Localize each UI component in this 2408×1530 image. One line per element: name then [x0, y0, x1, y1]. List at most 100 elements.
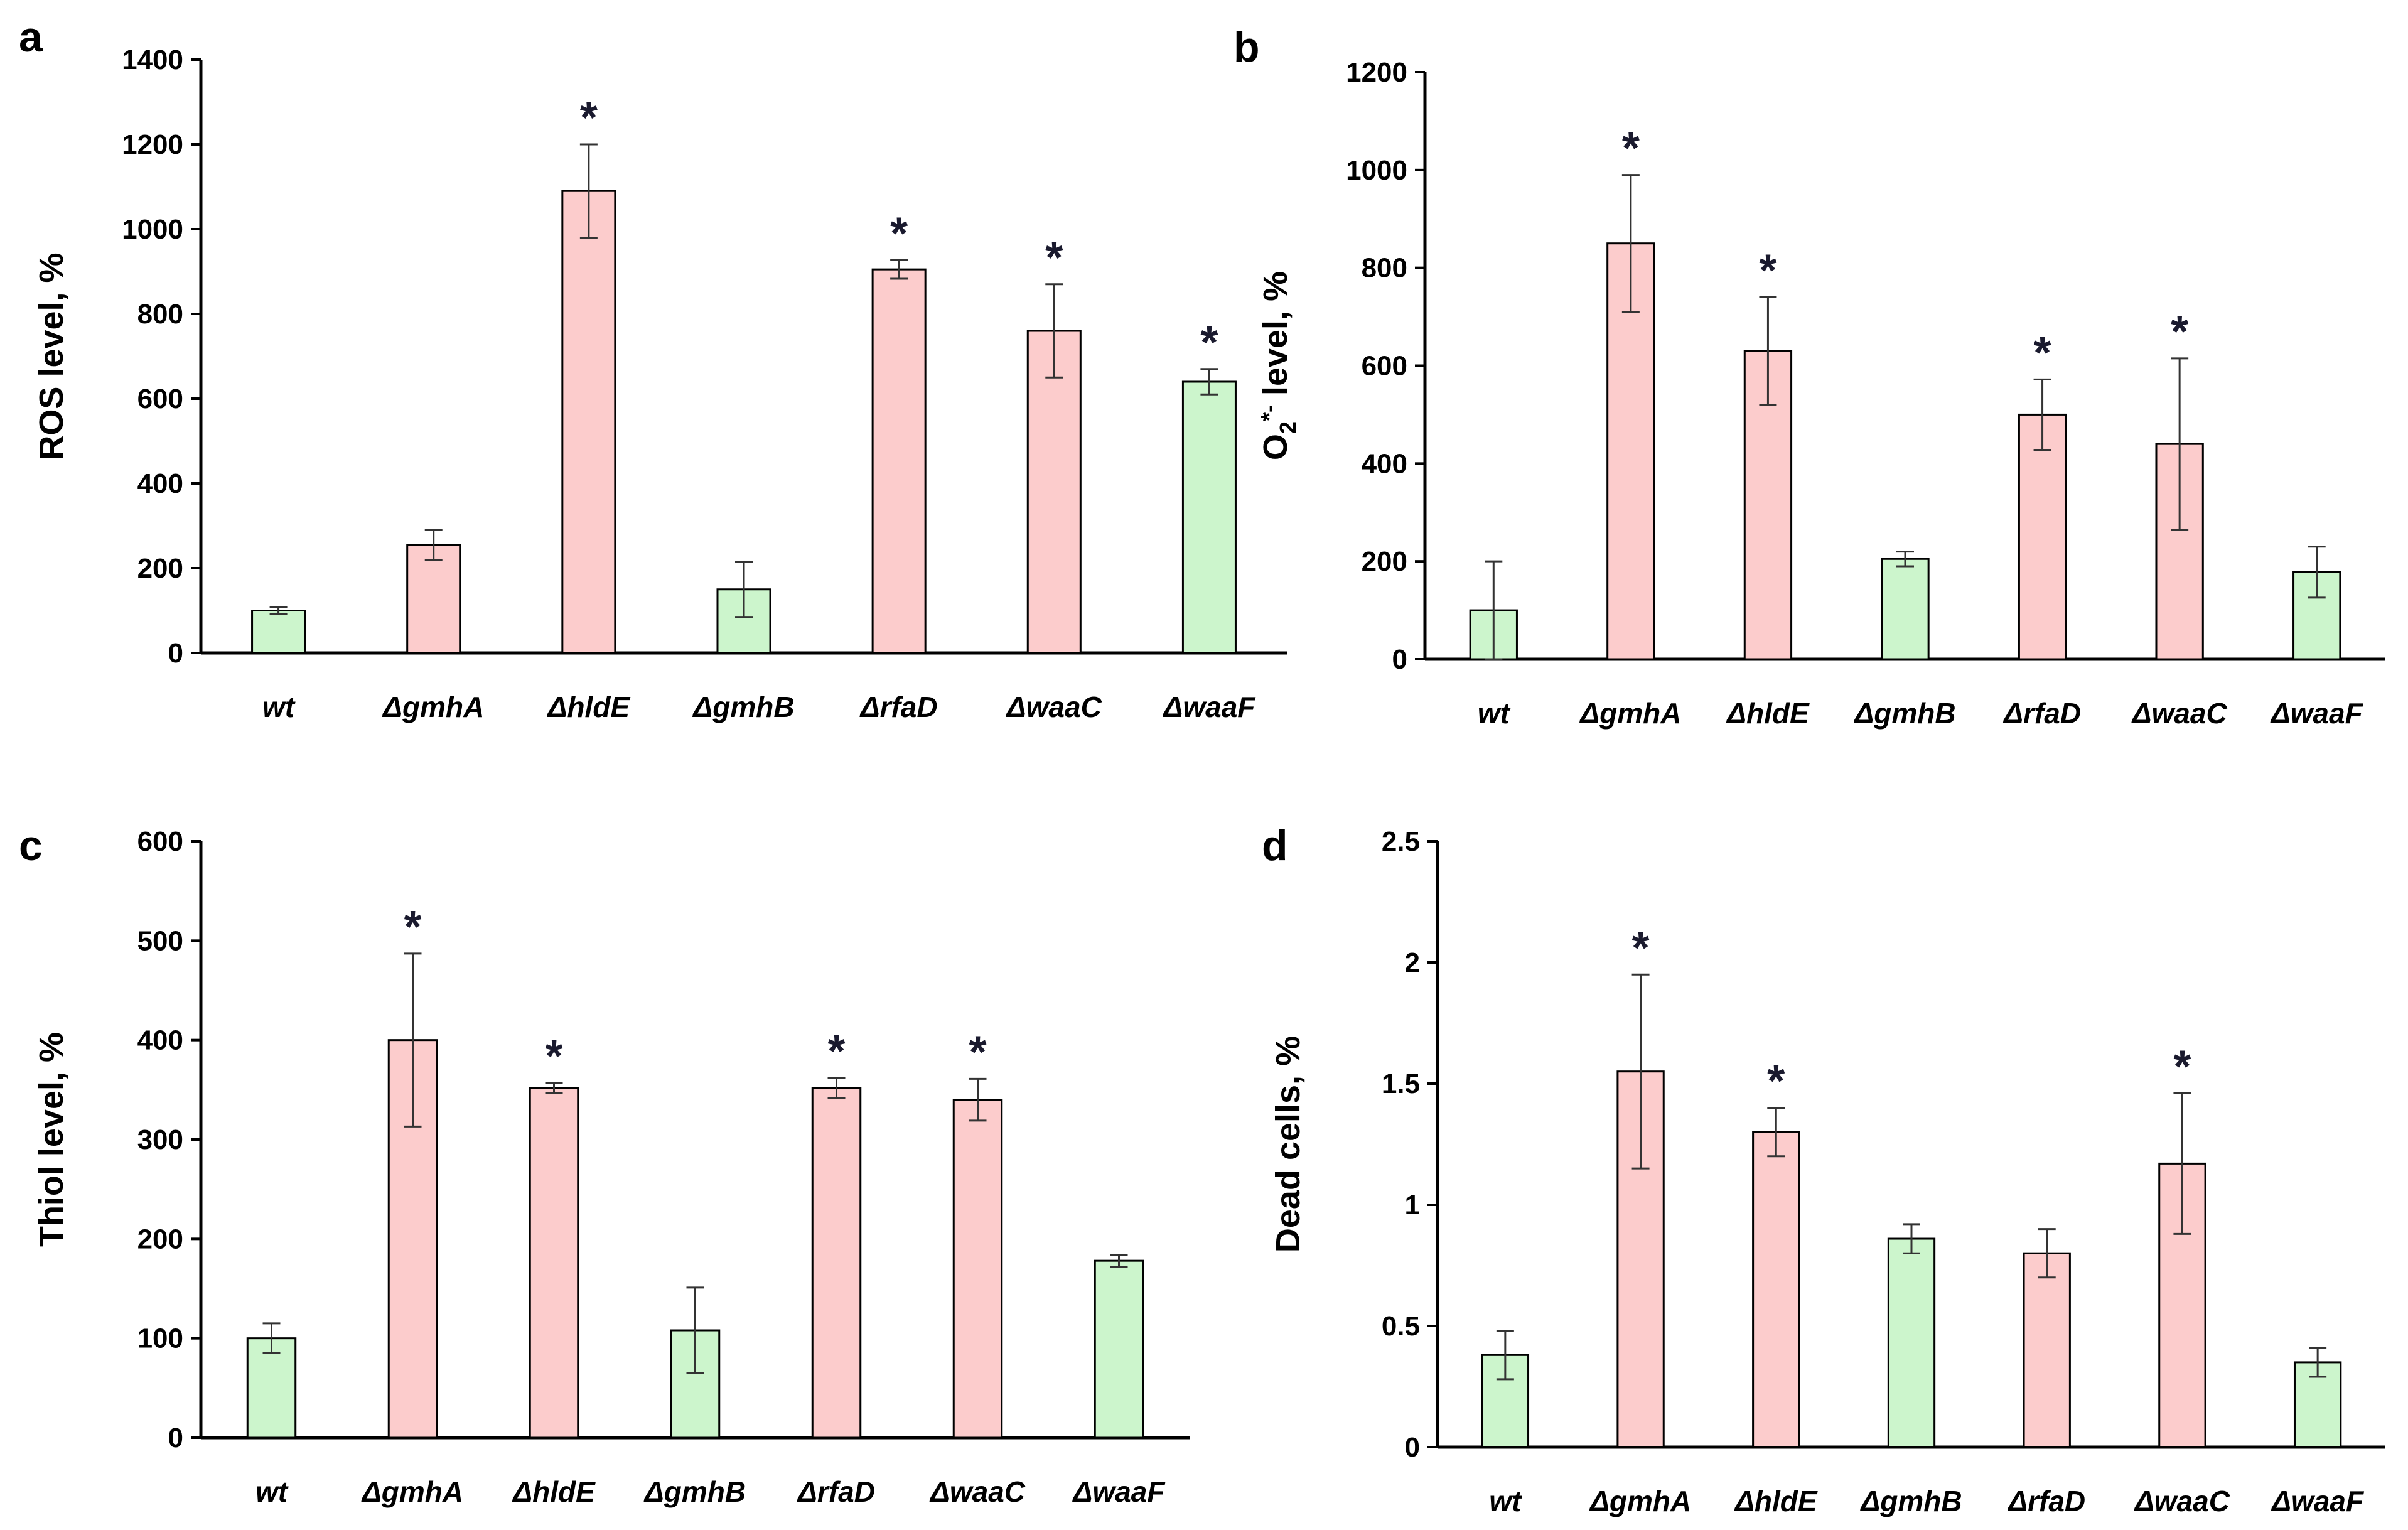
error-bar: [1485, 560, 1503, 660]
x-tick-label: ΔwaaC: [2131, 697, 2228, 730]
error-bar: [1903, 1223, 1920, 1254]
x-tick-label: ΔgmhA: [361, 1475, 463, 1508]
significance-star: *: [1622, 124, 1640, 174]
y-axis-title: O2*- level, %: [1256, 271, 1301, 460]
chart-a: 0 200 400 600 800 1000 1200 1400 wt ΔgmhA * ΔhldE Δg…: [33, 45, 1287, 723]
bar: [529, 1087, 579, 1439]
x-tick-label: ΔgmhB: [643, 1475, 746, 1508]
significance-star: *: [1200, 318, 1218, 368]
y-tick-label: 100: [137, 1323, 183, 1354]
x-tick-label: ΔwaaF: [1072, 1475, 1166, 1508]
y-tick-label: 600: [137, 826, 183, 857]
y-tick-label: 400: [1362, 448, 1407, 479]
bar: [406, 544, 461, 654]
y-tick-label: 200: [1362, 546, 1407, 577]
bar: [561, 190, 616, 654]
x-tick-label: ΔrfaD: [2007, 1485, 2085, 1517]
panel-b: b 0 200 400 600 800 1000 1200 wt * ΔgmhA * ΔhldE Δgm…: [1234, 23, 2385, 730]
x-tick-label: wt: [1478, 697, 1511, 730]
y-tick-label: 1200: [122, 129, 183, 160]
x-tick-label: ΔwaaC: [2134, 1485, 2230, 1517]
significance-star: *: [2034, 328, 2051, 378]
y-tick-label: 800: [137, 299, 183, 330]
y-tick-label: 1000: [122, 214, 183, 245]
error-bar: [579, 143, 598, 239]
x-tick-label: ΔwaaC: [929, 1475, 1026, 1508]
bar: [871, 268, 927, 654]
error-bar: [1110, 1254, 1128, 1268]
panel-c: c 0 100 200 300 400 500 600 wt * ΔgmhA * ΔhldE ΔgmhB…: [19, 822, 1190, 1508]
x-tick-label: ΔgmhA: [1579, 697, 1681, 730]
error-bar: [2308, 546, 2326, 599]
error-bar: [827, 1077, 846, 1099]
x-tick-label: ΔgmhB: [1853, 697, 1955, 730]
y-tick-label: 2: [1405, 947, 1420, 978]
y-tick-label: 500: [137, 925, 183, 956]
error-bar: [269, 606, 288, 615]
x-tick-label: ΔhldE: [1734, 1485, 1818, 1517]
x-tick-label: ΔwaaF: [2270, 697, 2364, 730]
chart-c: 0 100 200 300 400 500 600 wt * ΔgmhA * ΔhldE ΔgmhB * Δ…: [33, 826, 1190, 1508]
error-bar: [2033, 378, 2051, 451]
error-bar: [262, 1322, 281, 1354]
error-bar: [2309, 1347, 2327, 1378]
x-tick-label: wt: [255, 1475, 289, 1508]
y-tick-label: 600: [137, 384, 183, 414]
error-bar: [1621, 174, 1640, 313]
error-bar: [1496, 1330, 1514, 1381]
error-bar: [1759, 296, 1777, 406]
significance-star: *: [1759, 245, 1776, 296]
error-bar: [2171, 357, 2189, 531]
y-tick-label: 1.5: [1382, 1069, 1420, 1099]
y-tick-label: 800: [1362, 253, 1407, 284]
x-tick-label: ΔrfaD: [797, 1475, 875, 1508]
error-bar: [969, 1077, 987, 1122]
error-bar: [1896, 551, 1914, 568]
chart-b: 0 200 400 600 800 1000 1200 wt * ΔgmhA * ΔhldE ΔgmhB…: [1256, 57, 2385, 730]
panel-d: d 0 0.5 1 1.5 2 2.5 wt * ΔgmhA * ΔhldE ΔgmhB ΔrfaD * Δ…: [1262, 822, 2385, 1517]
bar: [1752, 1131, 1800, 1448]
y-axis-title: ROS level, %: [33, 252, 70, 460]
significance-star: *: [1045, 233, 1063, 283]
error-bar: [1200, 368, 1218, 396]
x-tick-label: ΔgmhA: [1589, 1485, 1691, 1517]
y-tick-label: 1400: [122, 45, 183, 75]
bar: [2018, 413, 2067, 660]
panel-a-letter: a: [19, 13, 43, 61]
x-tick-label: ΔgmhB: [1859, 1485, 1962, 1517]
bar: [1881, 558, 1930, 660]
error-bar: [686, 1286, 704, 1374]
y-tick-label: 0: [1405, 1432, 1420, 1463]
y-tick-label: 2.5: [1382, 826, 1420, 857]
x-tick-label: ΔgmhB: [692, 691, 794, 723]
error-bar: [545, 1082, 563, 1094]
x-tick-label: ΔgmhA: [382, 691, 484, 723]
significance-star: *: [545, 1032, 562, 1082]
y-tick-label: 400: [137, 1025, 183, 1056]
y-tick-label: 300: [137, 1124, 183, 1155]
panel-b-letter: b: [1234, 23, 1260, 71]
y-tick-label: 0: [168, 638, 183, 669]
y-tick-label: 400: [137, 468, 183, 499]
panel-a: a 0 200 400 600 800 1000 1200 1400 wt ΔgmhA * ΔhldE…: [19, 13, 1287, 723]
panel-c-letter: c: [19, 822, 43, 870]
y-tick-label: 1000: [1346, 155, 1407, 186]
significance-star: *: [1632, 923, 1650, 973]
chart-d: 0 0.5 1 1.5 2 2.5 wt * ΔgmhA * ΔhldE ΔgmhB ΔrfaD * Δwa…: [1269, 826, 2385, 1517]
y-tick-label: 200: [137, 1224, 183, 1254]
x-tick-label: ΔwaaF: [1162, 691, 1256, 723]
x-tick-label: ΔhldE: [512, 1475, 596, 1508]
significance-star: *: [827, 1026, 845, 1077]
x-tick-label: wt: [262, 691, 296, 723]
x-tick-label: ΔrfaD: [2002, 697, 2081, 730]
error-bar: [2173, 1092, 2191, 1235]
error-bar: [2038, 1228, 2056, 1279]
error-bar: [404, 952, 422, 1128]
x-tick-label: ΔwaaF: [2271, 1485, 2365, 1517]
bar: [1094, 1259, 1144, 1439]
panel-d-letter: d: [1262, 822, 1288, 870]
error-bar: [1045, 283, 1063, 379]
y-tick-label: 0: [168, 1423, 183, 1453]
y-axis-title: Thiol level, %: [33, 1032, 70, 1247]
